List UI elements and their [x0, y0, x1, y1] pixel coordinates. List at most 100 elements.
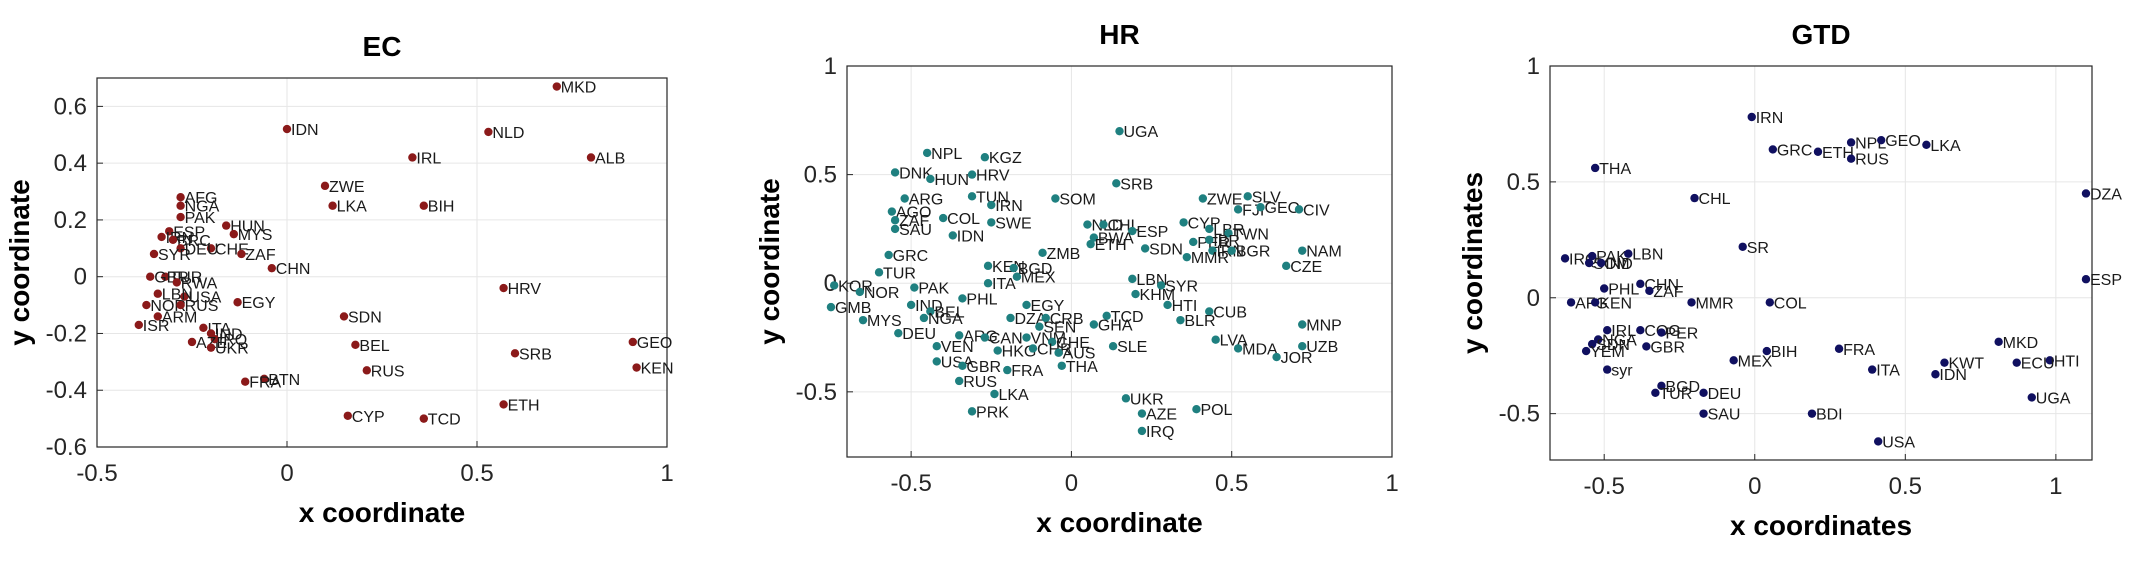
data-point	[1603, 365, 1612, 374]
x-tick-label: 1	[660, 460, 673, 487]
data-point-label: MKD	[2003, 335, 2039, 352]
data-point	[938, 213, 948, 223]
data-point	[1600, 284, 1609, 293]
y-tick-label: 0	[1527, 285, 1540, 312]
data-point-label: BDI	[1816, 407, 1843, 424]
plot-area	[1550, 66, 2092, 460]
data-point	[161, 272, 170, 281]
data-point	[1747, 112, 1756, 122]
data-point	[176, 212, 185, 222]
data-point	[1272, 352, 1281, 362]
data-point	[1624, 249, 1633, 258]
data-point	[1687, 298, 1696, 307]
data-point	[955, 331, 964, 340]
data-point	[1846, 154, 1856, 163]
data-point	[1003, 365, 1012, 375]
data-point	[1657, 328, 1666, 337]
data-point-label: ZMB	[1047, 246, 1081, 263]
data-point	[1022, 300, 1031, 310]
data-point-label: HUN	[230, 219, 265, 236]
data-point-label: AZE	[196, 335, 227, 352]
data-point-label: IRQ	[1146, 424, 1174, 441]
data-point	[1224, 229, 1233, 238]
data-point	[176, 300, 185, 310]
data-point	[206, 343, 216, 352]
data-point	[1807, 409, 1817, 418]
data-point-label: JOR	[1281, 350, 1313, 367]
data-point-label: RUS	[963, 374, 997, 391]
data-point	[1211, 335, 1220, 344]
data-point-label: MEX	[1021, 270, 1056, 287]
data-point	[1282, 261, 1291, 271]
data-point	[165, 227, 174, 236]
data-point	[1294, 205, 1304, 214]
data-point-label: NGA	[185, 199, 220, 216]
data-point-label: USA	[1882, 434, 1915, 451]
data-point-label: ZWE	[1207, 192, 1243, 209]
data-point	[829, 281, 839, 290]
data-point	[153, 289, 162, 298]
data-point-label: CHR	[1037, 341, 1072, 358]
data-point	[1560, 254, 1570, 263]
data-point-label: HTI	[2054, 353, 2080, 370]
data-point-label: KOR	[838, 278, 873, 295]
data-point	[1205, 307, 1214, 316]
data-point-label: LKA	[998, 387, 1029, 404]
data-point	[1041, 313, 1050, 323]
data-point	[172, 278, 181, 287]
data-point-label: KEN	[992, 259, 1025, 276]
data-point	[1566, 298, 1576, 307]
data-point	[890, 216, 900, 225]
data-point	[1047, 337, 1057, 347]
data-point	[1590, 163, 1600, 173]
data-point-label: ECU	[2021, 356, 2055, 373]
data-point-label: CRB	[1050, 311, 1084, 328]
data-point-label: COL	[1774, 295, 1807, 312]
data-point	[1651, 388, 1660, 397]
data-point	[628, 337, 637, 347]
data-point-label: LKA	[1930, 138, 1961, 155]
data-point-label: SAU	[899, 222, 932, 239]
data-point	[1233, 344, 1243, 353]
chart-title: EC	[363, 31, 402, 62]
y-tick-label: 0.5	[1507, 169, 1540, 196]
data-point-label: UKR	[1130, 391, 1164, 408]
data-point-label: CHL	[1699, 191, 1731, 208]
x-tick-label: 1	[2049, 473, 2062, 500]
data-point-label: CUB	[1213, 304, 1247, 321]
data-point	[926, 307, 935, 316]
data-point	[1874, 437, 1883, 446]
data-point	[229, 229, 238, 239]
data-point-label: GBR	[1650, 339, 1685, 356]
data-point	[1089, 233, 1099, 242]
data-point	[1192, 405, 1201, 414]
data-point	[900, 194, 909, 203]
data-point	[884, 250, 893, 260]
data-point	[983, 279, 993, 288]
data-point	[955, 376, 964, 386]
data-point	[1298, 342, 1307, 351]
data-point	[168, 235, 178, 244]
data-point-label: HKG	[1002, 344, 1037, 361]
data-point-label: ZAF	[899, 213, 929, 230]
grid	[96, 78, 668, 448]
data-point-label: TUN	[976, 189, 1009, 206]
data-point	[206, 244, 216, 253]
data-point	[1834, 344, 1844, 353]
data-point	[1603, 326, 1612, 335]
data-point-label: PER	[1665, 326, 1698, 343]
data-point	[967, 407, 977, 416]
data-point-label: PHL	[966, 291, 997, 308]
data-point-label: CHN	[276, 261, 311, 278]
data-point-label: GBR	[966, 359, 1001, 376]
data-point	[1156, 281, 1166, 290]
y-tick-label: 0.2	[54, 207, 87, 234]
data-point-label: BIH	[428, 199, 455, 216]
data-point-label: CAN	[989, 331, 1023, 348]
data-point	[1298, 246, 1307, 255]
data-point	[1163, 300, 1172, 310]
data-point-label: ESP	[173, 224, 205, 241]
data-point-label: ESP	[2090, 272, 2122, 289]
data-point	[1102, 311, 1111, 321]
